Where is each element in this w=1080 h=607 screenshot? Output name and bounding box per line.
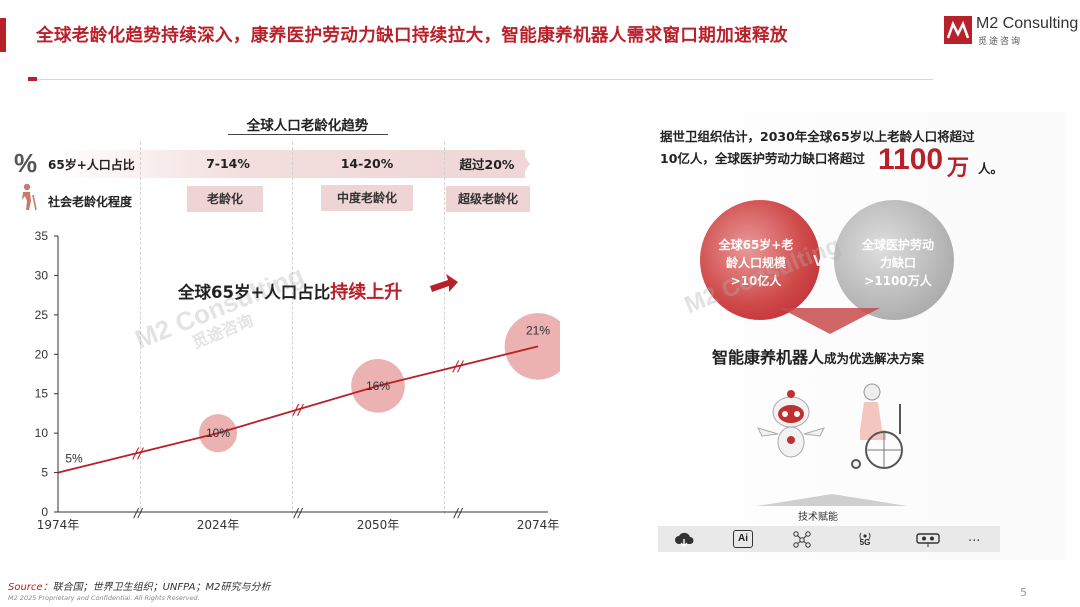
logo-name: M2 Consulting (976, 15, 1079, 32)
m2-logo-icon (944, 16, 972, 44)
stage-divider (292, 142, 293, 514)
workforce-circle-line: >1100万人 (864, 274, 932, 288)
x-tick-label: 2074年 (517, 518, 560, 532)
axis-break-mark: // (293, 506, 304, 520)
stage-badge: 中度老龄化 (321, 185, 413, 211)
line-break-mark: // (291, 402, 304, 418)
stat-big-number: 1100 (878, 143, 944, 176)
more-icon: ... (968, 530, 981, 545)
source-note: Source：联合国；世界卫生组织；UNFPA；M2研究与分析 (8, 578, 271, 593)
aging-line-chart: 0 5 10 15 20 25 30 35 1974年 2024年 2050年 2074年 // // //… (35, 229, 560, 532)
ai-chip-icon: Ai (733, 530, 753, 548)
data-label: 5% (65, 452, 83, 466)
wheelchair-elderly-icon (851, 383, 903, 469)
tech-icon-bar (658, 526, 1000, 552)
y-tick-label: 20 (35, 347, 49, 361)
row-label-stage: 社会老龄化程度 (48, 195, 133, 209)
tech-label: 技术赋能 (798, 512, 838, 523)
y-tick-label: 0 (41, 505, 48, 519)
source-label: Source： (8, 582, 53, 593)
series-line (57, 345, 539, 474)
5g-signal-icon (859, 532, 871, 540)
ratio-band (55, 150, 525, 178)
y-tick-label: 25 (35, 308, 49, 322)
data-label: 16% (366, 379, 390, 393)
stage-badge: 超级老龄化 (446, 186, 530, 212)
x-tick-label: 2024年 (197, 518, 240, 532)
population-circle-line: 龄人口规模 (725, 256, 786, 270)
rise-callout-prefix: 全球65岁+人口占比 (178, 283, 331, 302)
header-accent-bar (0, 18, 6, 52)
population-circle-line: 全球65岁+老 (718, 238, 794, 252)
rise-callout: 全球65岁+人口占比持续上升 (178, 278, 402, 304)
y-tick-label: 10 (35, 426, 49, 440)
stat-big-unit: 万 (947, 156, 970, 181)
stage-divider (140, 142, 141, 514)
percent-icon: % (14, 148, 38, 178)
axis-break-mark: // (133, 506, 144, 520)
y-tick-label: 30 (35, 268, 49, 282)
5g-icon: 5G (859, 538, 871, 547)
workforce-circle (834, 200, 954, 320)
stage-divider (444, 142, 445, 514)
header-divider-accent (28, 77, 37, 81)
cloud-icon (675, 532, 694, 547)
rise-arrow-icon (430, 274, 458, 292)
rise-callout-emphasis: 持续上升 (330, 282, 403, 303)
company-logo: M2 Consulting 觅途咨询 (944, 14, 1078, 48)
copyright: M2 2025 Proprietary and Confidential. Al… (8, 594, 200, 602)
vs-label: VS (813, 253, 835, 270)
row-label-ratio: 65岁+人口占比 (48, 158, 135, 172)
page-number: 5 (1020, 586, 1027, 599)
care-robot-icon (757, 390, 825, 458)
elderly-person-icon (22, 183, 37, 211)
y-tick-label: 15 (35, 387, 49, 401)
y-tick-label: 5 (41, 466, 48, 480)
solution-tail: 成为优选解决方案 (824, 351, 925, 366)
ratio-band-arrow (520, 150, 530, 178)
value-bubble (504, 313, 560, 380)
stage-badge: 老龄化 (187, 186, 263, 212)
page-title: 全球老龄化趋势持续深入，康养医护劳动力缺口持续拉大，智能康养机器人需求窗口期加速… (36, 26, 788, 46)
tech-support-base (757, 494, 907, 506)
workforce-circle-line: 力缺口 (879, 256, 916, 270)
population-circle (700, 200, 820, 320)
x-tick-label: 1974年 (37, 518, 80, 532)
workforce-circle-text: 全球医护劳动 力缺口 >1100万人 (848, 236, 948, 290)
x-tick-label: 2050年 (357, 518, 400, 532)
line-break-mark: // (131, 446, 144, 462)
logo-subtitle: 觅途咨询 (978, 37, 1023, 47)
range-label: 7-14% (206, 156, 250, 171)
stat-suffix: 人。 (978, 161, 1004, 176)
header-divider (28, 79, 933, 80)
y-tick-label: 35 (35, 229, 49, 243)
workforce-circle-line: 全球医护劳动 (861, 238, 934, 252)
chart-title: 全球人口老龄化趋势 (246, 118, 369, 134)
range-label: 14-20% (340, 156, 394, 171)
source-text: 联合国；世界卫生组织；UNFPA；M2研究与分析 (52, 582, 271, 593)
right-panel (595, 112, 1065, 560)
data-label: 10% (206, 426, 230, 440)
line-break-mark: // (451, 359, 464, 375)
axis-break-mark: // (453, 506, 464, 520)
network-icon (793, 531, 811, 548)
solution-text: 智能康养机器人成为优选解决方案 (712, 344, 924, 368)
population-circle-text: 全球65岁+老 龄人口规模 >10亿人 (706, 236, 806, 290)
data-label: 21% (526, 323, 550, 337)
chart-title-underline (228, 134, 388, 135)
range-label: 超过20% (459, 157, 515, 172)
stat-text-line2: 10亿人，全球医护劳动力缺口将超过 (660, 151, 865, 166)
sensor-icon (916, 533, 940, 547)
population-circle-line: >10亿人 (730, 274, 782, 288)
stat-text-line1: 据世卫组织估计，2030年全球65岁以上老龄人口将超过 (660, 129, 975, 144)
down-arrow-icon (780, 308, 880, 334)
solution-main: 智能康养机器人 (712, 348, 825, 367)
